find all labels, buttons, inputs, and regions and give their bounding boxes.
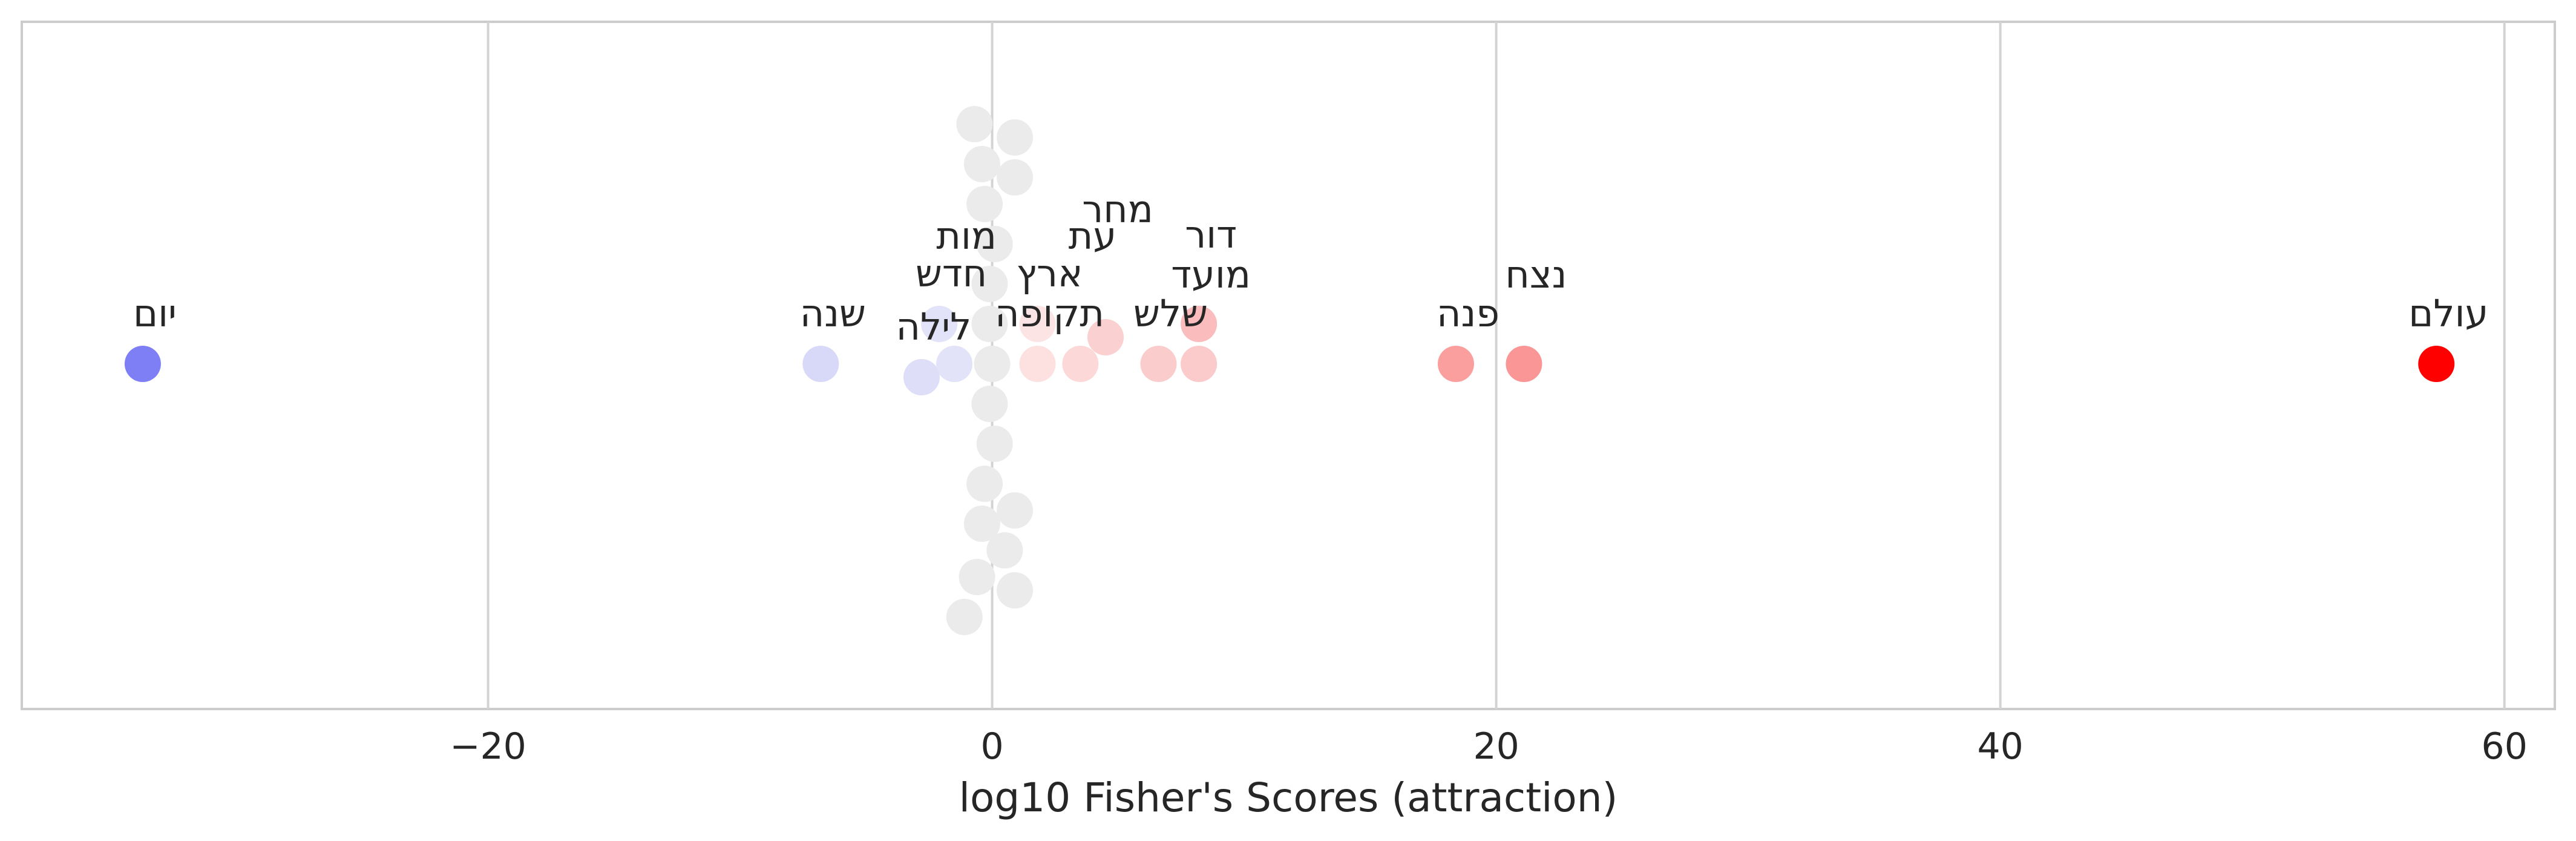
point-label: יום <box>133 291 177 335</box>
neutral-point <box>963 506 1000 542</box>
labeled-point <box>1087 319 1124 355</box>
labeled-point <box>1019 346 1056 382</box>
labeled-point <box>1019 306 1056 342</box>
labeled-point <box>903 359 940 395</box>
neutral-point <box>963 146 1000 182</box>
neutral-point <box>971 306 1008 342</box>
data-points <box>124 106 2455 635</box>
neutral-point <box>966 186 1003 222</box>
labeled-point <box>1140 346 1177 382</box>
point-label: מות <box>936 214 997 258</box>
labeled-point <box>1181 306 1218 342</box>
x-tick-label: 20 <box>1473 725 1519 768</box>
neutral-point <box>956 106 993 142</box>
labeled-point <box>1437 346 1474 382</box>
point-label: עולם <box>2408 291 2488 335</box>
neutral-point <box>946 599 983 635</box>
plot-area <box>21 21 2556 710</box>
point-label: דור <box>1185 213 1237 257</box>
neutral-point <box>997 159 1034 196</box>
point-label: תקופה <box>995 291 1104 335</box>
labeled-point <box>1181 346 1218 382</box>
point-label: לילה <box>896 305 972 349</box>
neutral-point <box>997 492 1034 529</box>
neutral-point <box>976 426 1013 462</box>
neutral-point <box>997 119 1034 156</box>
labeled-point <box>1062 346 1099 382</box>
neutral-point <box>966 466 1003 502</box>
labeled-point <box>1506 346 1542 382</box>
labeled-point <box>921 306 958 342</box>
neutral-point <box>971 386 1008 422</box>
point-label: עת <box>1069 214 1117 258</box>
labeled-point <box>936 346 973 382</box>
x-tick-label: 0 <box>980 725 1003 768</box>
x-tick-labels: −20 0 20 40 60 <box>450 725 2528 768</box>
point-label: מועד <box>1171 252 1251 297</box>
neutral-point <box>974 346 1011 382</box>
x-tick-label: 60 <box>2482 725 2528 768</box>
x-gridlines <box>487 22 2506 709</box>
point-label: ארץ <box>1017 251 1083 295</box>
neutral-point <box>971 266 1008 302</box>
point-label: נצח <box>1505 252 1567 297</box>
labeled-point <box>124 346 161 382</box>
x-tick-label: −20 <box>450 725 526 768</box>
neutral-point <box>976 226 1013 262</box>
x-tick-label: 40 <box>1977 725 2023 768</box>
neutral-point <box>959 559 995 595</box>
point-label: שנה <box>800 291 866 335</box>
neutral-point <box>986 532 1023 569</box>
x-axis-title: log10 Fisher's Scores (attraction) <box>959 774 1618 821</box>
point-label: פנה <box>1437 291 1499 335</box>
point-label: חדש <box>916 251 987 295</box>
point-label: שלש <box>1133 291 1208 335</box>
point-label: מחר <box>1082 187 1153 231</box>
labeled-point <box>802 346 839 382</box>
neutral-point <box>997 572 1034 608</box>
labeled-point <box>2418 346 2455 382</box>
